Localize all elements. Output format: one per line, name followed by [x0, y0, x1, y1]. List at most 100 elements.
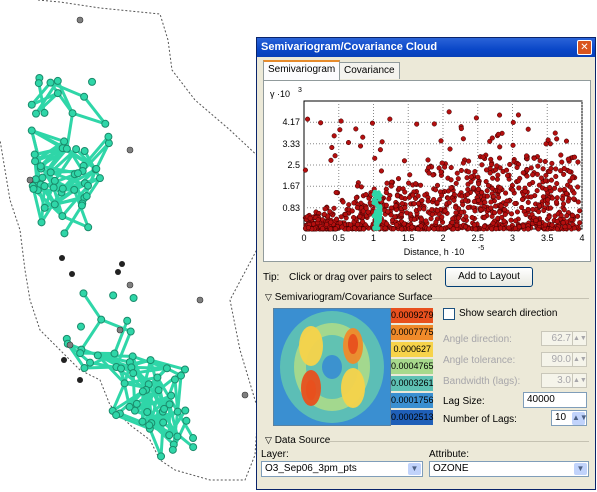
- state-boundary: [0, 0, 263, 481]
- cloud-point: [394, 222, 400, 228]
- surface-section-header[interactable]: ▽ Semivariogram/Covariance Surface: [265, 292, 433, 303]
- cloud-point: [525, 199, 531, 205]
- angle-tolerance-spinner[interactable]: 90.0 ▲▼: [541, 352, 587, 367]
- data-source-header[interactable]: ▽ Data Source: [265, 435, 330, 446]
- cloud-point: [567, 184, 573, 190]
- layer-dropdown[interactable]: O3_Sep06_3pm_pts ▼: [261, 461, 423, 477]
- cloud-point: [415, 193, 421, 199]
- pair-line: [168, 404, 179, 437]
- cloud-point: [553, 166, 559, 172]
- cloud-point: [472, 208, 478, 214]
- tip-text: Click or drag over pairs to select: [289, 272, 432, 283]
- cloud-point: [513, 218, 519, 224]
- chevron-down-icon[interactable]: ▼: [574, 463, 587, 475]
- y-tick-label: 2.5: [287, 160, 300, 170]
- tip-label: Tip:: [263, 272, 280, 283]
- collapse-icon[interactable]: ▽: [265, 292, 272, 302]
- cloud-point: [528, 165, 534, 171]
- add-to-layout-button[interactable]: Add to Layout: [445, 267, 533, 287]
- cloud-point: [519, 204, 525, 211]
- attribute-dropdown[interactable]: OZONE ▼: [429, 461, 589, 477]
- number-of-lags-value: 10: [555, 412, 567, 423]
- chevron-down-icon[interactable]: ▼: [408, 463, 421, 475]
- cloud-point: [320, 225, 326, 232]
- station-point: [157, 452, 166, 461]
- spinner-arrows-icon[interactable]: ▲▼: [572, 374, 587, 387]
- surface-contour: [306, 380, 316, 400]
- legend-entry: 0.0001756: [391, 393, 434, 408]
- station-point: [82, 192, 91, 201]
- cloud-point: [540, 194, 546, 200]
- cloud-point: [563, 138, 570, 144]
- cloud-point: [462, 197, 468, 203]
- cloud-point: [497, 185, 503, 191]
- station-point: [145, 421, 154, 430]
- cloud-point: [483, 167, 490, 173]
- cloud-point: [577, 208, 583, 214]
- cloud-point: [479, 162, 485, 168]
- bandwidth-spinner[interactable]: 3.0 ▲▼: [541, 373, 587, 388]
- angle-direction-spinner[interactable]: 62.7 ▲▼: [541, 331, 587, 346]
- cloud-point: [414, 121, 420, 127]
- collapse-icon[interactable]: ▽: [265, 435, 272, 445]
- cloud-point: [542, 158, 548, 165]
- station-point: [77, 377, 83, 383]
- cloud-point: [418, 223, 424, 229]
- spinner-arrows-icon[interactable]: ▲▼: [572, 332, 587, 345]
- station-point: [76, 322, 85, 331]
- cloud-point: [565, 198, 571, 204]
- tab-covariance[interactable]: Covariance: [339, 62, 400, 79]
- tab-semivariogram[interactable]: Semivariogram: [263, 60, 341, 80]
- pair-line: [161, 410, 179, 438]
- lag-size-label: Lag Size:: [443, 396, 485, 407]
- spinner-arrows-icon[interactable]: ▲▼: [572, 353, 587, 366]
- cloud-point: [436, 165, 442, 171]
- station-point: [115, 269, 121, 275]
- cloud-point: [384, 221, 390, 227]
- cloud-point: [302, 167, 308, 173]
- cloud-point: [438, 138, 444, 144]
- cloud-point: [385, 209, 391, 215]
- angle-tolerance-value: 90.0: [551, 354, 571, 365]
- surface-section-title: Semivariogram/Covariance Surface: [274, 292, 433, 303]
- cloud-point: [485, 182, 491, 189]
- station-point: [80, 364, 89, 373]
- cloud-point: [554, 180, 560, 187]
- cloud-point: [434, 208, 441, 214]
- cloud-point: [488, 205, 494, 211]
- station-point: [97, 315, 106, 324]
- pair-line: [61, 214, 89, 229]
- cloud-point: [322, 206, 328, 212]
- x-tick-label: 2: [440, 233, 445, 243]
- station-point: [110, 349, 119, 358]
- semivariogram-surface-map[interactable]: [273, 308, 391, 426]
- cloud-point: [349, 208, 355, 214]
- cloud-point: [575, 184, 581, 190]
- cloud-point: [418, 216, 425, 222]
- number-of-lags-spinner[interactable]: 10 ▲▼: [551, 410, 588, 426]
- cloud-point: [493, 203, 499, 209]
- cloud-point: [541, 208, 547, 214]
- cloud-point: [575, 159, 581, 165]
- cloud-point: [337, 220, 343, 226]
- window-titlebar[interactable]: Semivariogram/Covariance Cloud ✕: [257, 38, 595, 57]
- cloud-point: [438, 226, 444, 232]
- y-tick-label: 4.17: [282, 117, 300, 127]
- lag-size-input[interactable]: 40000: [523, 392, 587, 408]
- station-point: [77, 201, 86, 210]
- cloud-point: [415, 201, 422, 207]
- station-point: [73, 169, 82, 178]
- cloud-point: [388, 212, 394, 218]
- show-search-direction-checkbox[interactable]: [443, 308, 455, 320]
- layer-value: O3_Sep06_3pm_pts: [265, 463, 357, 474]
- close-icon[interactable]: ✕: [577, 40, 592, 55]
- cloud-point: [346, 202, 352, 208]
- station-point: [165, 431, 174, 440]
- cloud-point: [510, 187, 516, 193]
- station-point: [196, 296, 204, 304]
- show-search-direction-label: Show search direction: [459, 308, 558, 319]
- semivariogram-cloud-chart[interactable]: 0.83 1.67 2.5 3.33 4.17 0 0.5 1 1.5 2 2.5 3 3.5 4 γ ·1…: [264, 81, 590, 261]
- cloud-point: [318, 120, 324, 126]
- spinner-arrows-icon[interactable]: ▲▼: [572, 412, 588, 425]
